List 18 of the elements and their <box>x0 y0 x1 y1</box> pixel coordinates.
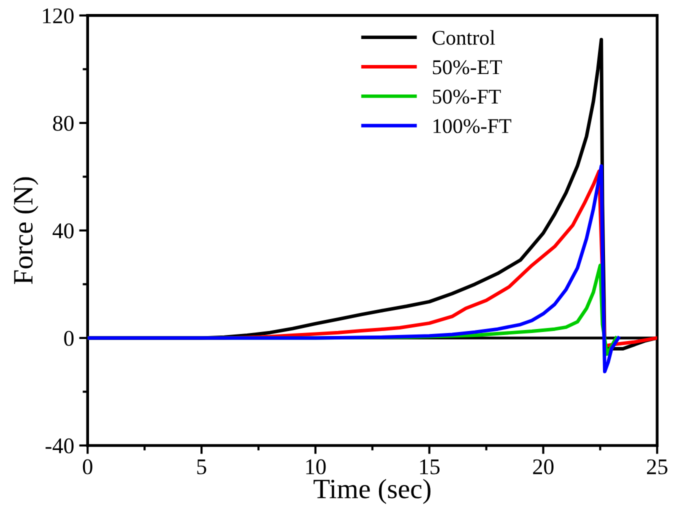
legend-label: 100%-FT <box>434 119 512 134</box>
y-tick-label: 0 <box>64 330 74 346</box>
y-tick-label: 40 <box>52 223 74 238</box>
x-tick-label: 5 <box>197 460 206 474</box>
x-tick-label: 25 <box>647 459 668 474</box>
x-tick-label: 15 <box>420 459 440 474</box>
legend-label: Control <box>432 30 495 45</box>
x-tick-label: 20 <box>533 459 554 474</box>
y-axis-title: Force (N) <box>13 177 38 284</box>
y-tick-label: -40 <box>46 438 74 454</box>
x-tick-label: 0 <box>82 459 92 474</box>
y-tick-label: 120 <box>43 8 74 24</box>
x-tick-label: 10 <box>306 459 326 474</box>
legend-label: 50%-FT <box>432 90 501 104</box>
y-tick-label: 80 <box>53 116 74 131</box>
line-series <box>88 164 620 374</box>
x-axis-title: Time (sec) <box>314 478 430 504</box>
legend-label: 50%-ET <box>432 60 502 74</box>
